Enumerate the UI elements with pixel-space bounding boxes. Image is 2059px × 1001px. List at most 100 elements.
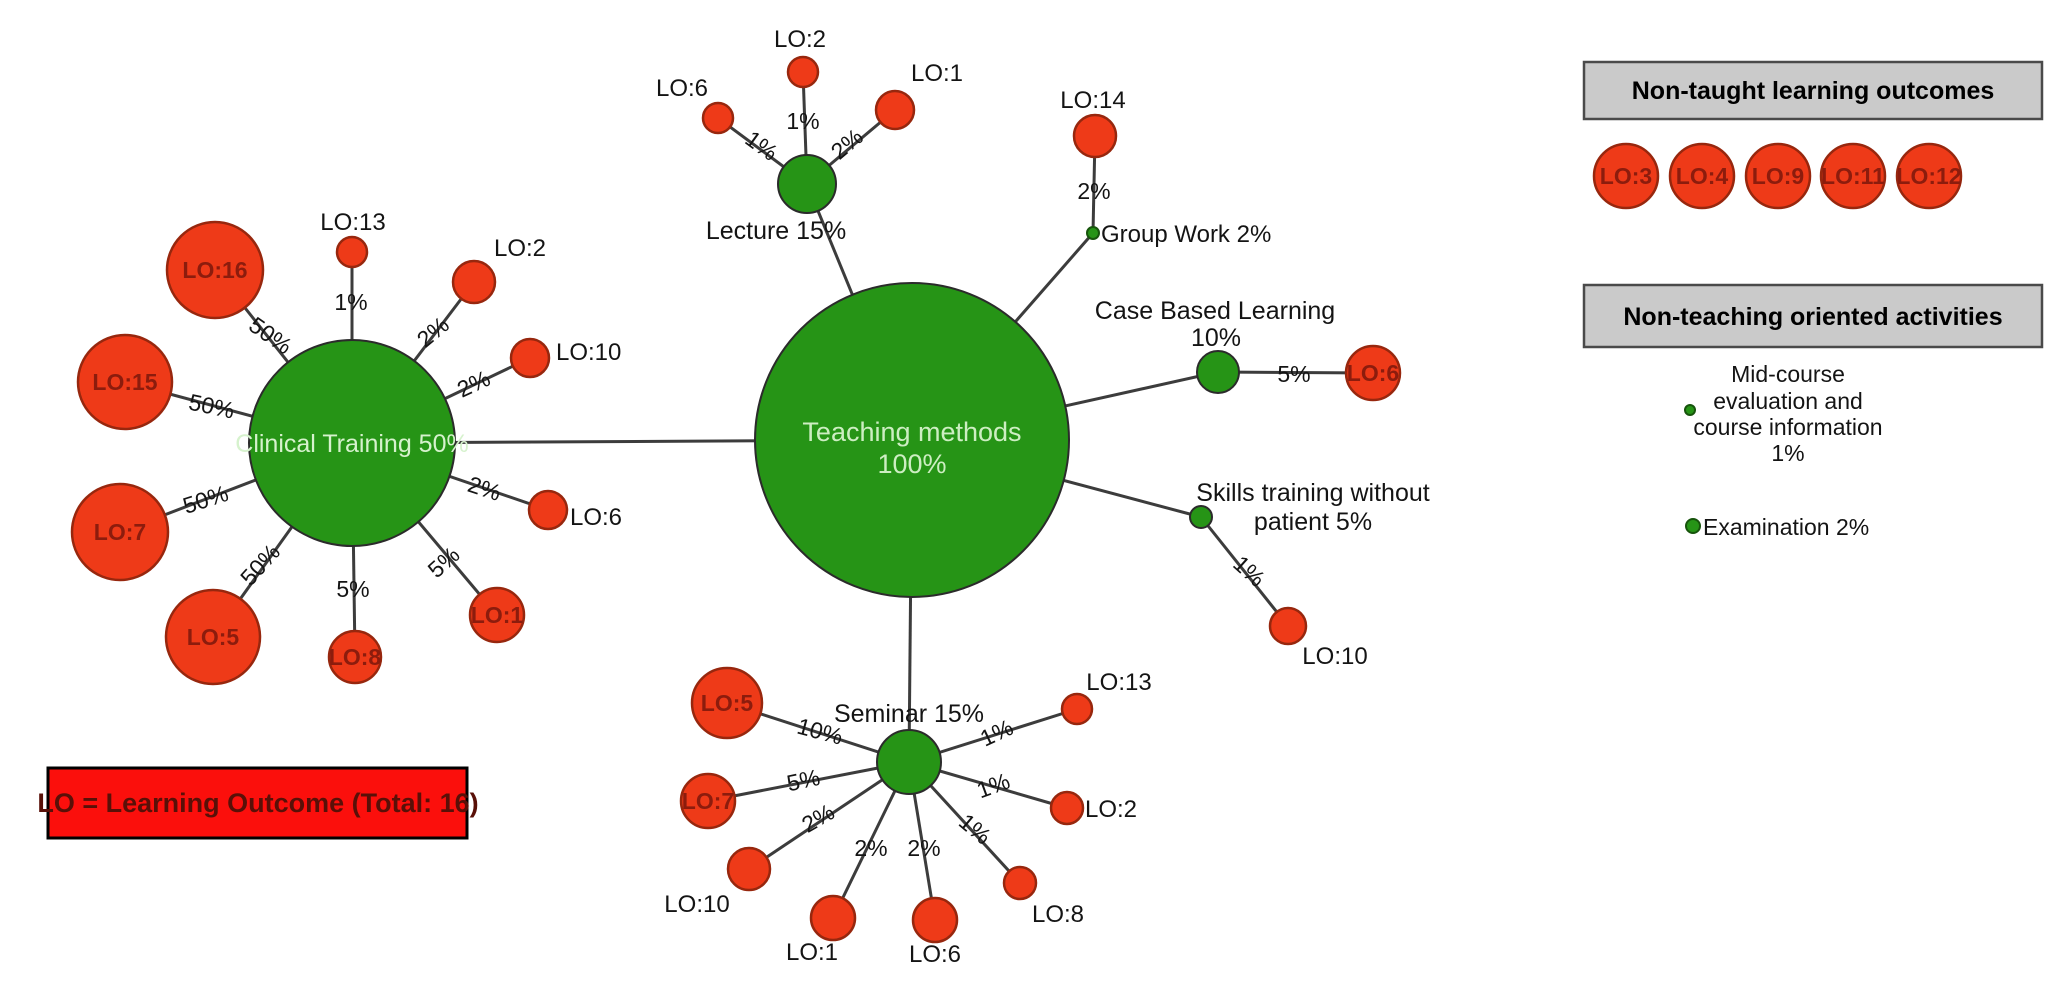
seminar-lo1-node [809,894,857,942]
examination-node [1685,518,1701,534]
clinical-lo5-label: LO:5 [187,624,240,650]
seminar-lo10-label: LO:10 [664,891,729,918]
edge-skills-lo10 [1199,516,1290,627]
mid-course-label-line4: 1% [1771,440,1804,466]
clinical-lo13-label: LO:13 [320,209,385,236]
seminar-lo13-node [1060,692,1094,726]
seminar-lo8-node [1002,865,1038,901]
lecture-label: Lecture 15% [706,217,846,245]
seminar-lo2-label: LO:2 [1085,796,1137,823]
non-taught-lo12-node [1895,142,1963,210]
teaching-methods-node [754,282,1070,598]
clinical-training-node [248,339,456,547]
legend-box [46,766,469,840]
group-work-label: Group Work 2% [1101,221,1271,248]
seminar-lo8-pct: 1% [954,808,996,849]
seminar-lo6-pct: 2% [907,835,940,861]
clinical-lo6-node [527,489,569,531]
non-taught-lo11-node [1819,142,1887,210]
lecture-lo6-node [701,101,735,135]
clinical-lo1-pct: 5% [423,541,465,583]
groupwork-lo14-label: LO:14 [1060,87,1125,114]
lecture-lo2-label: LO:2 [774,26,826,53]
seminar-lo6-label: LO:6 [909,941,961,968]
non-taught-lo11-label: LO:11 [1821,163,1885,189]
skills-lo10-label: LO:10 [1302,643,1367,670]
lecture-lo1-pct: 2% [826,123,868,164]
clinical-lo16-node [165,220,265,320]
groupwork-lo14-pct: 2% [1077,178,1110,204]
clinical-lo6-label: LO:6 [570,504,622,531]
non-taught-title: Non-taught learning outcomes [1632,77,1995,105]
lecture-lo2-node [786,55,820,89]
non-taught-lo3-node [1592,142,1660,210]
clinical-lo7-pct: 50% [180,480,232,519]
clinical-lo13-pct: 1% [334,289,367,315]
lecture-lo1-label: LO:1 [911,60,963,87]
seminar-lo6-node [911,896,959,944]
clinical-lo15-node [76,333,174,431]
clinical-lo15-pct: 50% [186,389,236,424]
clinical-lo6-pct: 2% [465,471,505,506]
seminar-node [876,729,942,795]
seminar-lo13-label: LO:13 [1086,669,1151,696]
seminar-lo2-pct: 1% [973,768,1013,804]
clinical-lo8-pct: 5% [336,576,369,602]
skills-lo10-pct: 1% [1228,550,1270,592]
seminar-lo8-label: LO:8 [1032,901,1084,928]
non-teaching-panel: Non-teaching oriented activities Mid-cou… [1582,283,2044,540]
clinical-lo2-node [451,259,497,305]
clinical-lo7-label: LO:7 [94,519,146,545]
clinical-lo8-node [327,629,383,685]
mid-course-label-line1: Mid-course [1731,361,1845,387]
lecture-node [777,154,837,214]
casebased-lo6-pct: 5% [1277,361,1310,387]
groupwork-lo14-node [1072,113,1118,159]
group-work-node [1086,226,1100,240]
clinical-lo7-node [70,482,170,582]
mid-course-node [1684,404,1696,416]
clinical-lo10-label: LO:10 [556,339,621,366]
legend: LO = Learning Outcome (Total: 16) [37,766,479,840]
seminar-lo5-node [690,666,764,740]
skills-training-node [1189,505,1213,529]
clinical-lo10-pct: 2% [453,365,494,403]
seminar-lo7-pct: 5% [784,764,822,796]
seminar-lo7-node [679,772,737,830]
clinical-lo8-label: LO:8 [329,644,382,670]
clinical-lo1-node [468,586,526,644]
seminar-lo10-node [726,846,772,892]
non-taught-lo3-label: LO:3 [1600,163,1652,189]
seminar-lo5-label: LO:5 [701,690,754,716]
edge-seminar-lo7 [707,760,910,803]
casebased-lo6-node [1344,344,1402,402]
non-teaching-header-box [1582,283,2044,349]
legend-label: LO = Learning Outcome (Total: 16) [37,788,478,818]
examination-label: Examination 2% [1703,514,1869,540]
mid-course-label-line3: course information [1693,414,1882,440]
skills-label-line2: patient 5% [1254,508,1372,536]
clinical-training-label: Clinical Training 50% [235,430,468,458]
node-labels: Teaching methods 100% Clinical Training … [235,217,1429,728]
non-taught-lo12-label: LO:12 [1896,163,1961,189]
non-teaching-title: Non-teaching oriented activities [1623,303,2002,331]
lecture-lo1-node [874,89,916,131]
clinical-lo2-label: LO:2 [494,235,546,262]
mid-course-label-line2: evaluation and [1713,388,1863,414]
non-taught-lo9-label: LO:9 [1752,163,1804,189]
lecture-lo2-pct: 1% [786,108,819,134]
seminar-lo1-pct: 2% [854,835,887,861]
teaching-methods-pct: 100% [877,449,946,479]
clinical-lo10-node [509,337,551,379]
non-taught-lo9-node [1744,142,1812,210]
clinical-lo1-label: LO:1 [471,602,524,628]
non-taught-header-box [1582,60,2044,121]
non-taught-lo4-node [1668,142,1736,210]
method-nodes [248,154,1240,795]
seminar-lo2-node [1049,790,1085,826]
casebased-lo6-label: LO:6 [1347,360,1399,386]
non-taught-lo4-label: LO:4 [1676,163,1729,189]
case-based-learning-node [1196,350,1240,394]
